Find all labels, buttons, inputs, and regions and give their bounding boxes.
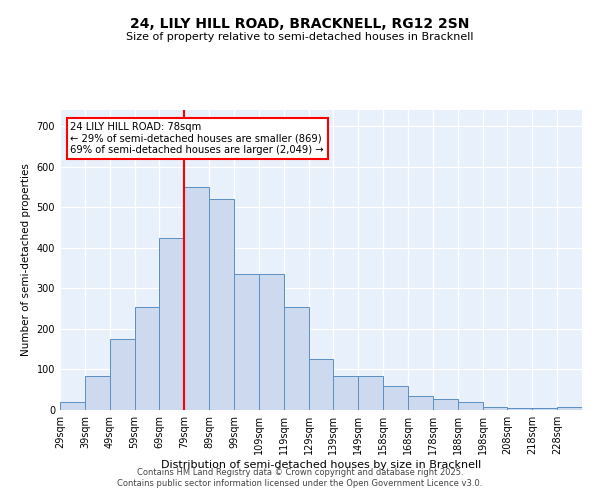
Bar [532,408,557,410]
Text: 24 LILY HILL ROAD: 78sqm
← 29% of semi-detached houses are smaller (869)
69% of : 24 LILY HILL ROAD: 78sqm ← 29% of semi-d… [70,122,324,155]
X-axis label: Distribution of semi-detached houses by size in Bracknell: Distribution of semi-detached houses by … [161,460,481,470]
Bar [433,398,458,410]
Bar [482,407,508,410]
Bar [160,238,184,410]
Text: Size of property relative to semi-detached houses in Bracknell: Size of property relative to semi-detach… [126,32,474,42]
Bar [508,408,532,410]
Bar [60,402,85,410]
Bar [85,376,110,410]
Bar [557,407,582,410]
Bar [259,274,284,410]
Bar [284,306,308,410]
Bar [110,339,134,410]
Bar [334,376,358,410]
Bar [234,274,259,410]
Bar [184,187,209,410]
Text: 24, LILY HILL ROAD, BRACKNELL, RG12 2SN: 24, LILY HILL ROAD, BRACKNELL, RG12 2SN [130,18,470,32]
Bar [358,376,383,410]
Y-axis label: Number of semi-detached properties: Number of semi-detached properties [21,164,31,356]
Bar [458,402,482,410]
Text: Contains HM Land Registry data © Crown copyright and database right 2025.
Contai: Contains HM Land Registry data © Crown c… [118,468,482,487]
Bar [209,199,234,410]
Bar [134,306,160,410]
Bar [383,386,408,410]
Bar [308,360,334,410]
Bar [408,396,433,410]
